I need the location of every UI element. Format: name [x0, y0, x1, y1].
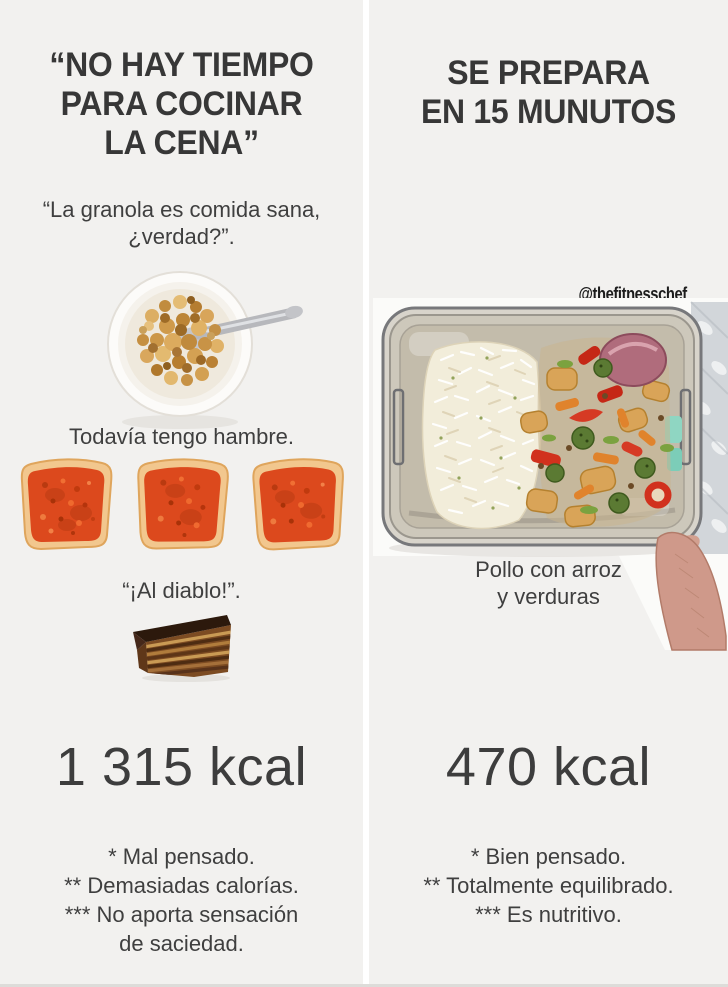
left-calories: 1 315 kcal [55, 737, 308, 797]
container-lock-left [392, 388, 405, 466]
right-meal-caption: Pollo con arroz y verduras [369, 556, 728, 610]
right-column: SE PREPARA EN 15 MUNUTOS @thefitnesschef… [369, 0, 728, 987]
pepper-ring [644, 481, 672, 509]
left-note-4: de saciedad. [119, 931, 244, 956]
tomato-toasts-photo [0, 455, 363, 551]
column-divider [363, 0, 369, 987]
left-title: “NO HAY TIEMPO PARA COCINAR LA CENA” [11, 46, 352, 163]
left-note-1: * Mal pensado. [108, 844, 255, 869]
left-subtitle-line1: “La granola es comida sana, [42, 197, 321, 222]
seal-tab-2 [667, 448, 682, 471]
left-subtitle: “La granola es comida sana, ¿verdad?”. [0, 196, 363, 250]
right-title: SE PREPARA EN 15 MUNUTOS [380, 54, 717, 132]
red-onion [599, 333, 667, 387]
right-notes: * Bien pensado. ** Totalmente equilibrad… [369, 842, 728, 929]
bottom-edge [0, 984, 728, 987]
left-note-3: *** No aporta sensación [64, 902, 299, 927]
left-notes: * Mal pensado. ** Demasiadas calorías. *… [0, 842, 363, 958]
chicken-and-vegetables [519, 333, 674, 528]
hand [655, 531, 727, 651]
left-title-line1: “NO HAY TIEMPO [49, 46, 314, 84]
right-title-line1: SE PREPARA [447, 54, 650, 92]
left-title-line3: LA CENA” [104, 124, 259, 162]
right-title-line2: EN 15 MUNUTOS [420, 93, 677, 131]
left-subtitle-line2: ¿verdad?”. [128, 224, 235, 249]
right-note-2: ** Totalmente equilibrado. [423, 873, 674, 898]
granola-clusters [137, 295, 224, 386]
right-note-3: *** Es nutritivo. [475, 902, 622, 927]
right-meal-caption-line1: Pollo con arroz [475, 557, 622, 582]
granola-bowl-photo [107, 271, 303, 429]
rice [421, 341, 542, 530]
chocolate-cake-photo [133, 615, 231, 682]
right-meal-caption-line2: y verduras [497, 584, 600, 609]
left-hunger-caption: Todavía tengo hambre. [68, 424, 295, 449]
toast-2 [136, 458, 229, 550]
right-calories: 470 kcal [445, 737, 652, 797]
toast-1 [20, 458, 112, 551]
right-note-1: * Bien pensado. [470, 844, 627, 869]
left-title-line2: PARA COCINAR [60, 85, 303, 123]
left-cake-caption: “¡Al diablo!”. [122, 578, 241, 603]
toast-3 [251, 458, 344, 551]
meal-container-photo [373, 298, 728, 651]
left-column: “NO HAY TIEMPO PARA COCINAR LA CENA” “La… [0, 0, 363, 987]
left-note-2: ** Demasiadas calorías. [64, 873, 299, 898]
meal-photo-block [369, 298, 728, 658]
